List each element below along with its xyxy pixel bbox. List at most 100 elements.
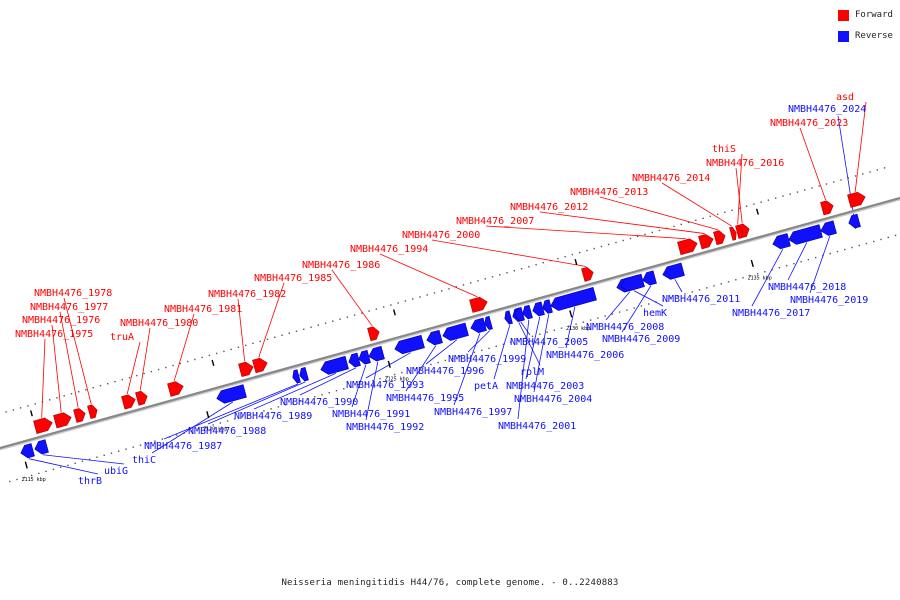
forward-gene-label: NMBH4476_1982	[208, 289, 286, 300]
scale-label: 2115 kbp	[22, 477, 46, 483]
track-dot	[12, 409, 15, 411]
track-dot	[455, 286, 457, 288]
track-dot	[357, 383, 359, 386]
track-dot	[277, 406, 280, 408]
track-dot	[5, 411, 7, 413]
track-dot	[339, 318, 341, 320]
scale-tick-minor	[211, 359, 215, 366]
reverse-leader	[520, 321, 531, 336]
track-dot	[99, 384, 102, 387]
reverse-leader	[425, 339, 458, 365]
track-dot	[578, 251, 581, 254]
track-dot	[738, 207, 741, 209]
scale-label: 2125 kbp	[385, 376, 409, 382]
forward-gene	[729, 226, 737, 241]
track-dot	[92, 387, 94, 389]
track-dot	[48, 399, 51, 401]
reverse-gene-label: NMBH4476_2003	[506, 381, 584, 392]
forward-gene	[820, 200, 834, 216]
track-dot	[713, 285, 715, 287]
reverse-gene	[848, 213, 861, 229]
track-dot	[121, 378, 123, 381]
track-dot	[411, 298, 414, 300]
track-dot	[433, 292, 436, 294]
track-dot	[328, 392, 330, 394]
forward-leader	[139, 327, 151, 391]
track-dot	[702, 217, 704, 220]
track-dot	[546, 331, 548, 333]
track-dot	[248, 414, 251, 416]
track-dot	[255, 412, 258, 414]
reverse-gene	[426, 329, 443, 346]
scale-tick-minor	[392, 309, 396, 316]
track-dot	[96, 456, 98, 458]
track-dot	[709, 215, 712, 217]
track-dot	[205, 426, 207, 428]
track-dot	[208, 354, 211, 357]
forward-swatch	[838, 9, 849, 21]
track-dot	[295, 330, 298, 332]
reverse-leader	[207, 381, 306, 425]
scale-tick-minor	[29, 410, 33, 417]
track-dot	[34, 403, 36, 405]
reverse-gene	[442, 322, 469, 341]
reverse-leader	[621, 285, 652, 333]
forward-leader	[126, 341, 141, 395]
reverse-gene-label: NMBH4476_2024	[788, 104, 866, 115]
forward-gene-label: NMBH4476_2023	[770, 118, 848, 129]
track-dot	[382, 306, 385, 308]
track-dot	[506, 272, 508, 274]
track-dot	[190, 430, 192, 432]
track-dot	[346, 316, 349, 318]
reverse-gene	[216, 384, 247, 404]
track-dot	[814, 256, 817, 259]
reverse-gene	[358, 349, 371, 365]
track-dot	[408, 369, 410, 372]
track-dot	[633, 307, 635, 309]
track-dot	[836, 250, 839, 253]
track-dot	[422, 365, 425, 368]
track-dot	[840, 179, 842, 181]
reverse-leader	[533, 314, 550, 393]
forward-gene-label: NMBH4476_1981	[164, 304, 242, 315]
track-dot	[589, 319, 592, 321]
reverse-leader	[605, 291, 631, 321]
track-dot	[270, 408, 272, 410]
figure-caption: Neisseria meningitidis H44/76, complete …	[281, 578, 619, 588]
track-dot	[70, 393, 73, 395]
reverse-gene	[504, 310, 513, 325]
track-dot	[437, 361, 439, 364]
track-dot	[150, 370, 153, 373]
track-dot	[444, 359, 447, 362]
track-dot	[459, 355, 461, 358]
scale-tick-minor	[574, 258, 578, 266]
track-dot	[88, 458, 91, 460]
track-dot	[865, 242, 868, 245]
scale-tick	[569, 310, 573, 318]
track-dot	[720, 283, 722, 285]
track-dot	[186, 360, 189, 363]
reverse-gene	[788, 224, 823, 245]
track-dot	[854, 175, 857, 177]
forward-leader	[661, 182, 732, 227]
track-dot	[343, 387, 345, 390]
reverse-leader	[299, 367, 356, 396]
track-dot	[876, 169, 879, 171]
forward-gene-label: NMBH4476_2014	[632, 173, 710, 184]
forward-gene-label: NMBH4476_2007	[456, 216, 534, 227]
forward-leader	[379, 253, 478, 298]
reverse-leader	[525, 316, 541, 380]
forward-leader	[59, 311, 79, 408]
track-dot	[491, 276, 494, 278]
track-dot	[194, 358, 196, 361]
reverse-gene	[542, 299, 553, 314]
reverse-leader	[518, 322, 541, 366]
track-dot	[103, 454, 105, 456]
track-dot	[128, 376, 131, 379]
forward-gene	[73, 408, 86, 423]
reverse-gene	[514, 307, 525, 322]
forward-leader	[854, 101, 867, 192]
reverse-leader	[565, 306, 576, 349]
track-dot	[677, 295, 679, 297]
track-dot	[451, 357, 454, 360]
